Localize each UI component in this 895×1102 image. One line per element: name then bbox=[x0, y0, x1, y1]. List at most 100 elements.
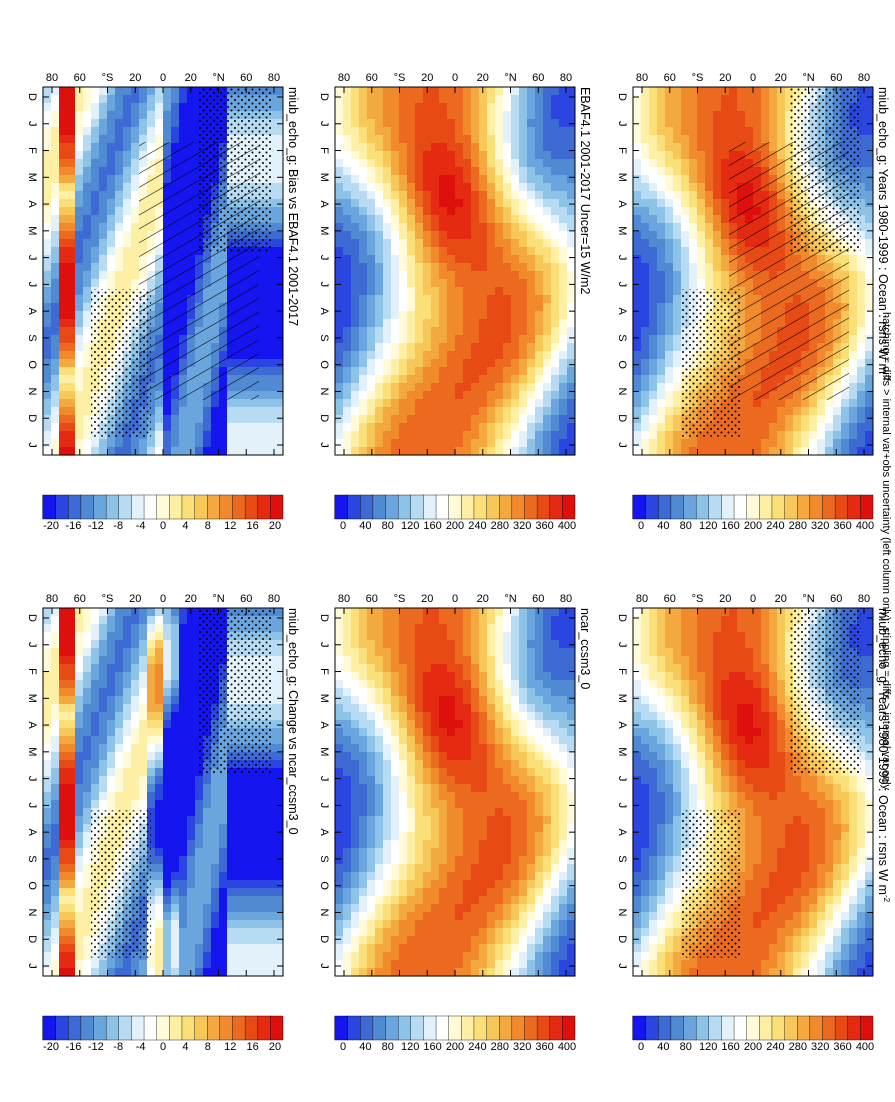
heat-cell bbox=[864, 95, 873, 104]
heat-cell bbox=[438, 343, 447, 352]
heat-cell bbox=[470, 135, 479, 144]
heat-cell bbox=[550, 231, 559, 240]
heat-cell bbox=[672, 632, 681, 641]
heat-cell bbox=[342, 680, 351, 689]
heat-cell bbox=[632, 840, 641, 849]
heat-cell bbox=[534, 680, 543, 689]
heat-cell bbox=[470, 423, 479, 432]
heat-cell bbox=[558, 383, 567, 392]
heat-cell bbox=[334, 247, 343, 256]
heat-cell bbox=[832, 407, 841, 416]
heat-cell bbox=[502, 447, 511, 456]
heat-cell bbox=[454, 664, 463, 673]
heat-cell bbox=[446, 688, 455, 697]
heat-cell bbox=[640, 760, 649, 769]
heat-cell bbox=[776, 896, 785, 905]
heat-cell bbox=[438, 95, 447, 104]
heat-cell bbox=[632, 824, 641, 833]
heat-cell bbox=[550, 119, 559, 128]
heat-cell bbox=[680, 736, 689, 745]
heat-cell bbox=[566, 351, 575, 360]
heat-cell bbox=[736, 640, 745, 649]
heat-cell bbox=[454, 367, 463, 376]
heat-cell bbox=[736, 119, 745, 128]
heat-cell bbox=[462, 303, 471, 312]
heat-cell bbox=[478, 656, 487, 665]
heat-cell bbox=[350, 407, 359, 416]
heat-cell bbox=[800, 784, 809, 793]
heat-cell bbox=[438, 239, 447, 248]
heat-cell bbox=[462, 247, 471, 256]
heat-cell bbox=[374, 215, 383, 224]
heat-cell bbox=[350, 215, 359, 224]
heat-cell bbox=[366, 343, 375, 352]
x-tick-label: D bbox=[616, 93, 628, 101]
heat-cell bbox=[728, 712, 737, 721]
heat-cell bbox=[720, 247, 729, 256]
heat-cell bbox=[632, 792, 641, 801]
heat-cell bbox=[550, 399, 559, 408]
heat-cell bbox=[366, 303, 375, 312]
heat-cell bbox=[632, 832, 641, 841]
heat-cell bbox=[640, 447, 649, 456]
heat-cell bbox=[406, 103, 415, 112]
heat-cell bbox=[518, 672, 527, 681]
heat-cell bbox=[848, 407, 857, 416]
heat-cell bbox=[462, 391, 471, 400]
heat-cell bbox=[656, 223, 665, 232]
heat-cell bbox=[414, 207, 423, 216]
heat-cell bbox=[864, 215, 873, 224]
heat-cell bbox=[648, 311, 657, 320]
heat-cell bbox=[848, 303, 857, 312]
heat-cell bbox=[382, 415, 391, 424]
heat-cell bbox=[808, 904, 817, 913]
heat-cell bbox=[534, 271, 543, 280]
heat-cell bbox=[486, 87, 495, 96]
heat-cell bbox=[510, 431, 519, 440]
heat-cell bbox=[680, 664, 689, 673]
heat-cell bbox=[808, 415, 817, 424]
heat-cell bbox=[840, 824, 849, 833]
heat-cell bbox=[680, 191, 689, 200]
heat-cell bbox=[760, 103, 769, 112]
heat-cell bbox=[680, 95, 689, 104]
heat-cell bbox=[438, 215, 447, 224]
heat-cell bbox=[856, 391, 865, 400]
heat-cell bbox=[672, 383, 681, 392]
stippling-overlay bbox=[789, 608, 861, 774]
heat-cell bbox=[486, 199, 495, 208]
heat-cell bbox=[542, 351, 551, 360]
heat-cell bbox=[840, 848, 849, 857]
heat-cell bbox=[712, 271, 721, 280]
heat-cell bbox=[462, 87, 471, 96]
heat-cell bbox=[398, 423, 407, 432]
heat-cell bbox=[382, 391, 391, 400]
heat-cell bbox=[856, 359, 865, 368]
heat-cell bbox=[696, 231, 705, 240]
y-tick-label: °N bbox=[802, 593, 814, 605]
heat-cell bbox=[856, 311, 865, 320]
heat-cell bbox=[680, 672, 689, 681]
heat-cell bbox=[478, 712, 487, 721]
heat-cell bbox=[808, 928, 817, 937]
heat-cell bbox=[478, 423, 487, 432]
heat-cell bbox=[848, 832, 857, 841]
heat-cell bbox=[422, 191, 431, 200]
heat-cell bbox=[760, 95, 769, 104]
heat-cell bbox=[776, 768, 785, 777]
heat-cell bbox=[656, 864, 665, 873]
heat-cell bbox=[712, 776, 721, 785]
heat-cell bbox=[648, 87, 657, 96]
heat-cell bbox=[382, 728, 391, 737]
heat-cell bbox=[632, 784, 641, 793]
heat-cell bbox=[382, 103, 391, 112]
heat-cell bbox=[816, 920, 825, 929]
colorbar-swatch bbox=[645, 1015, 659, 1041]
heat-cell bbox=[414, 744, 423, 753]
heat-cell bbox=[486, 239, 495, 248]
heat-cell bbox=[720, 103, 729, 112]
heat-cell bbox=[430, 728, 439, 737]
heat-cell bbox=[664, 127, 673, 136]
heat-cell bbox=[672, 111, 681, 120]
